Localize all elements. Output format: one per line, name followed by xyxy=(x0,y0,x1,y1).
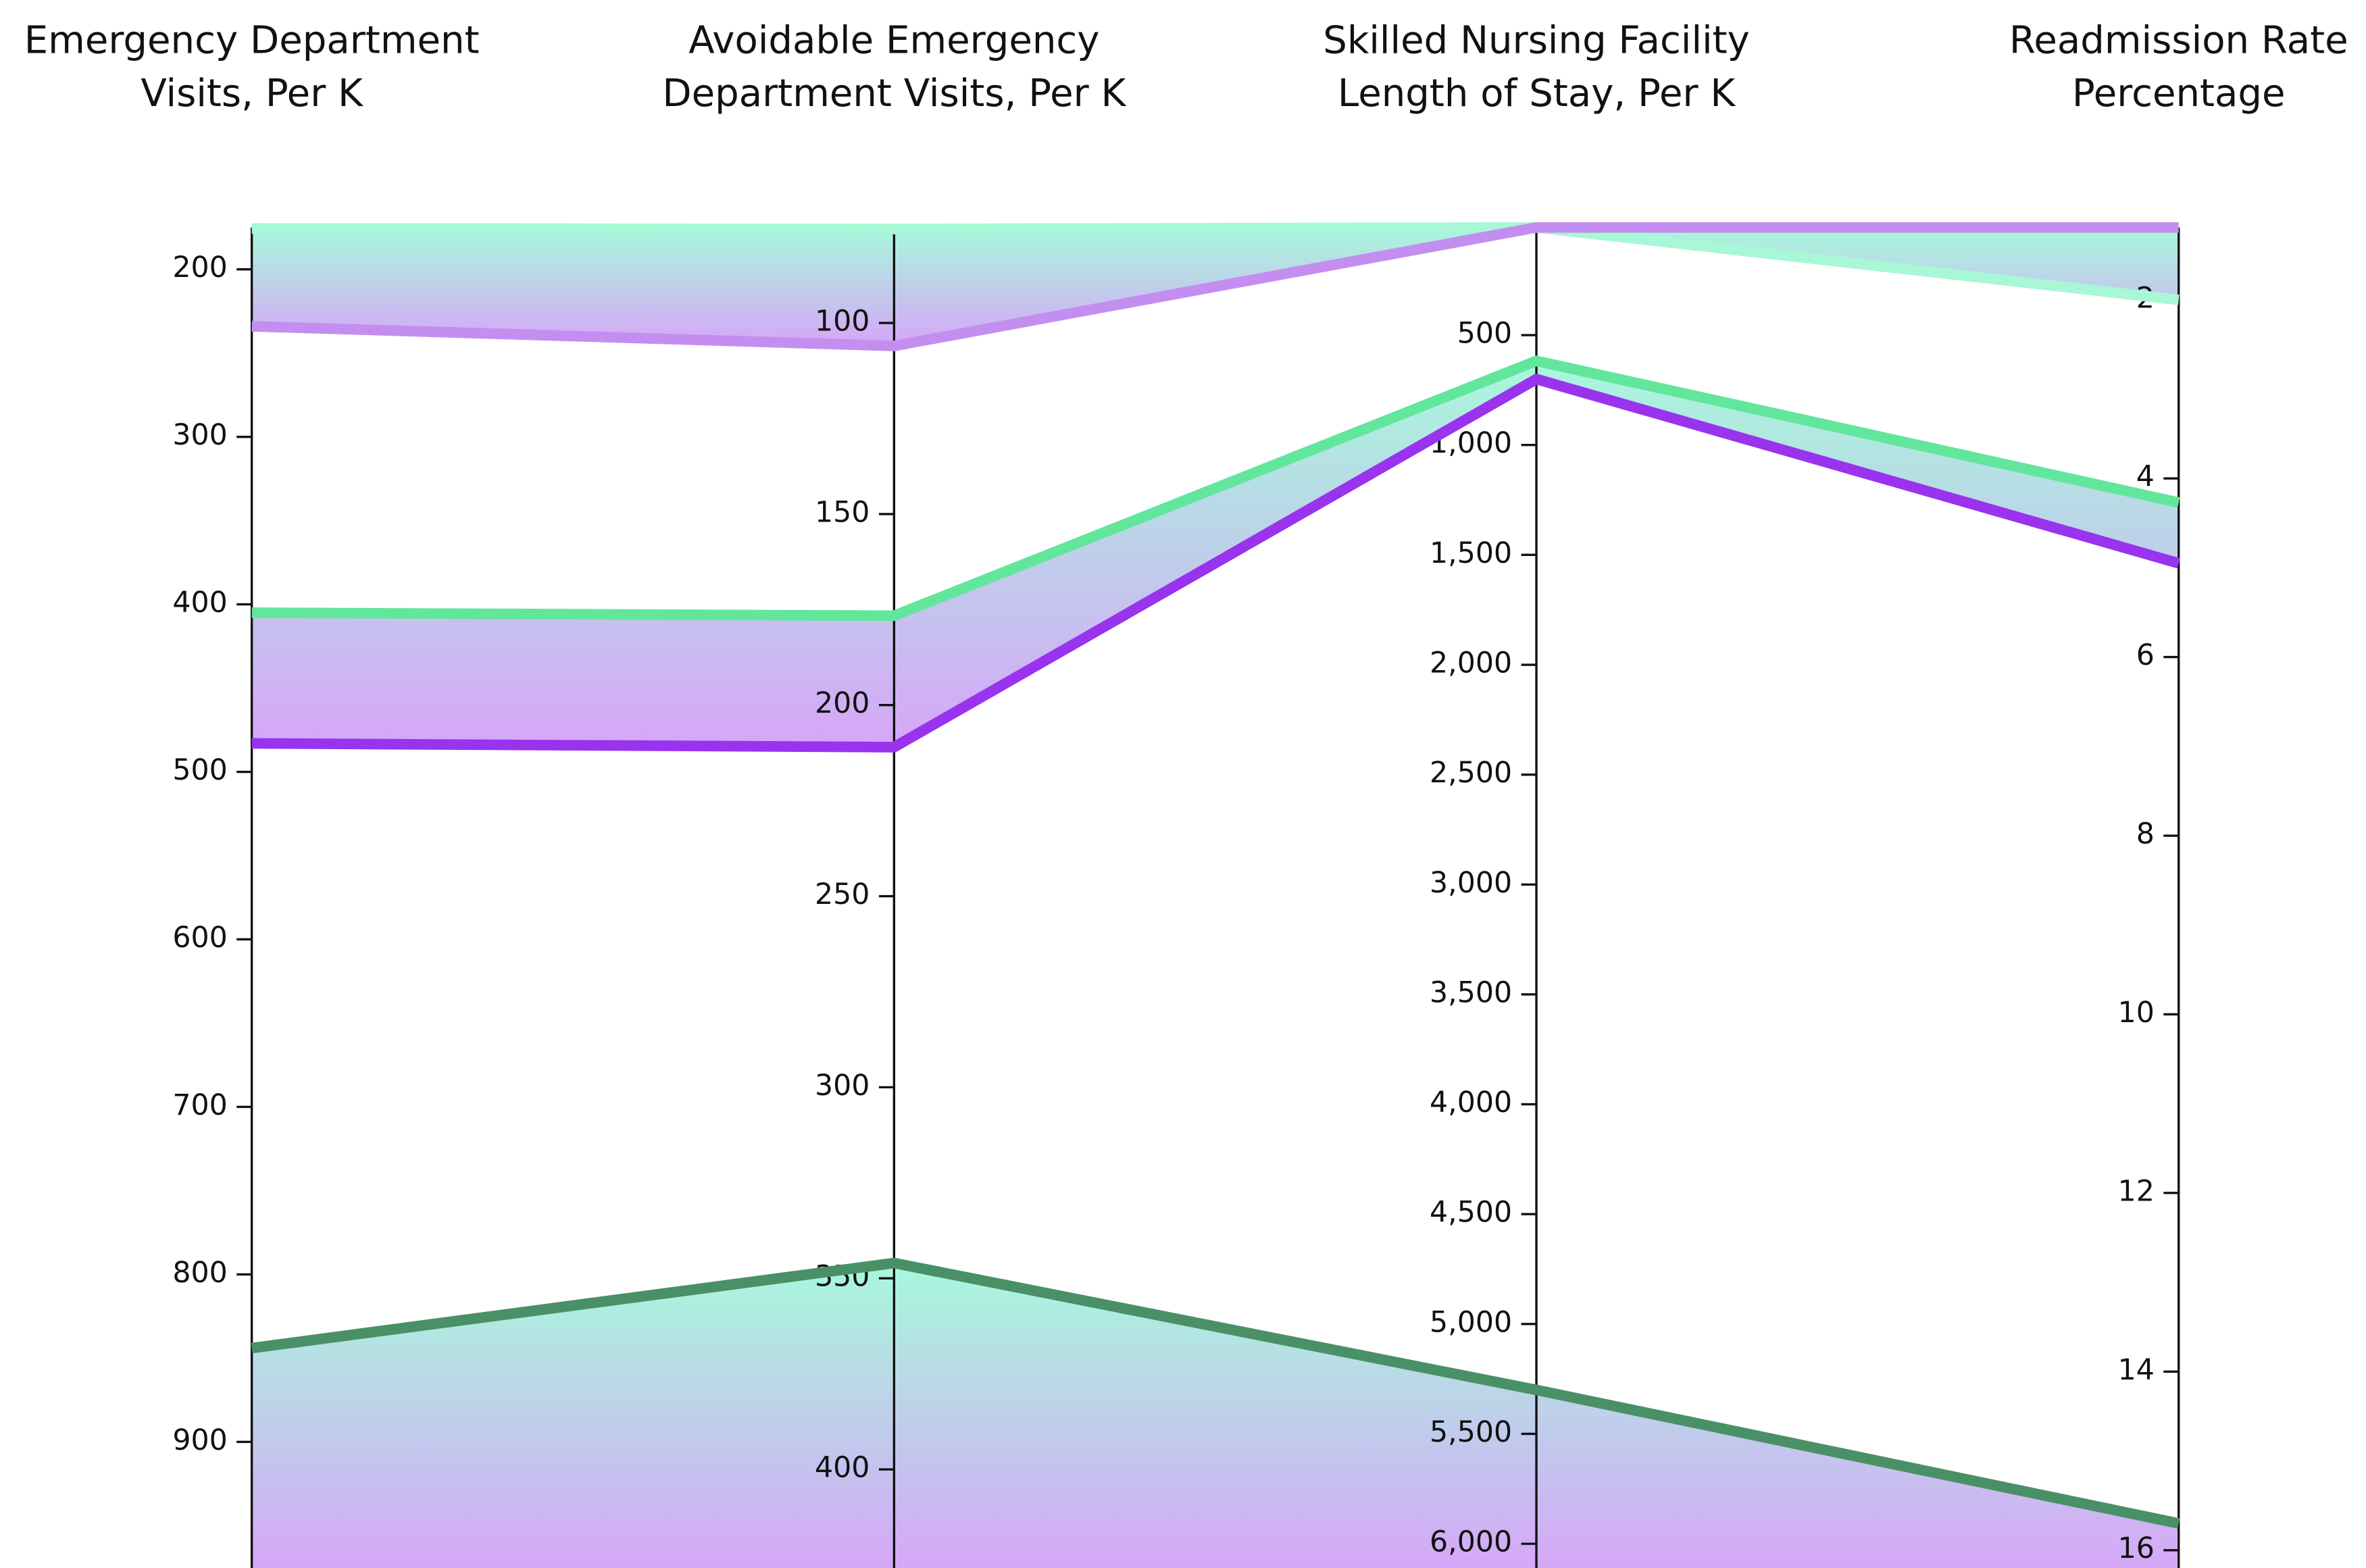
series-line xyxy=(251,222,2180,305)
axis-title: Percentage xyxy=(2072,72,2286,116)
tick-label: 3,000 xyxy=(1430,866,1512,900)
tick-label: 16 xyxy=(2118,1532,2155,1565)
tick-label: 500 xyxy=(1457,317,1512,351)
tick-label: 2,500 xyxy=(1430,756,1512,790)
tick-label: 600 xyxy=(172,921,227,955)
axis-title: Avoidable Emergency xyxy=(688,18,1099,62)
tick-label: 4 xyxy=(2136,460,2155,494)
axis-title: Skilled Nursing Facility xyxy=(1323,18,1750,62)
tick-label: 12 xyxy=(2118,1174,2155,1208)
tick-label: 2,000 xyxy=(1430,647,1512,680)
axis-title: Department Visits, Per K xyxy=(662,72,1126,116)
series-line xyxy=(251,1257,2180,1529)
tick-label: 3,500 xyxy=(1430,976,1512,1009)
axis-title: Emergency Department xyxy=(24,18,480,62)
tick-label: 150 xyxy=(815,495,870,529)
tick-label: 300 xyxy=(815,1069,870,1103)
series-line xyxy=(251,374,2180,753)
tick-label: 100 xyxy=(815,305,870,338)
tick-label: 200 xyxy=(815,686,870,720)
tick-label: 250 xyxy=(815,878,870,911)
tick-label: 14 xyxy=(2118,1353,2155,1387)
tick-label: 6,000 xyxy=(1430,1525,1512,1559)
axis-title: Length of Stay, Per K xyxy=(1338,72,1736,116)
tick-label: 900 xyxy=(172,1423,227,1457)
tick-label: 400 xyxy=(172,586,227,619)
tick-label: 400 xyxy=(815,1451,870,1485)
tick-label: 200 xyxy=(172,251,227,284)
tick-label: 500 xyxy=(172,753,227,787)
tick-label: 1,500 xyxy=(1430,536,1512,570)
tick-label: 6 xyxy=(2136,638,2155,672)
axis-title: Readmission Rate xyxy=(2009,18,2348,62)
tick-label: 10 xyxy=(2118,996,2155,1030)
tick-label: 4,500 xyxy=(1430,1196,1512,1230)
tick-label: 800 xyxy=(172,1256,227,1290)
tick-label: 5,000 xyxy=(1430,1305,1512,1339)
tick-label: 5,500 xyxy=(1430,1415,1512,1449)
tick-label: 300 xyxy=(172,418,227,452)
tick-label: 4,000 xyxy=(1430,1086,1512,1119)
band xyxy=(251,361,2179,747)
series-line xyxy=(251,222,2179,351)
axis-title: Visits, Per K xyxy=(141,72,363,116)
series-line xyxy=(251,355,2180,622)
tick-label: 700 xyxy=(172,1088,227,1122)
tick-label: 8 xyxy=(2136,817,2155,851)
band xyxy=(251,1263,2179,1568)
